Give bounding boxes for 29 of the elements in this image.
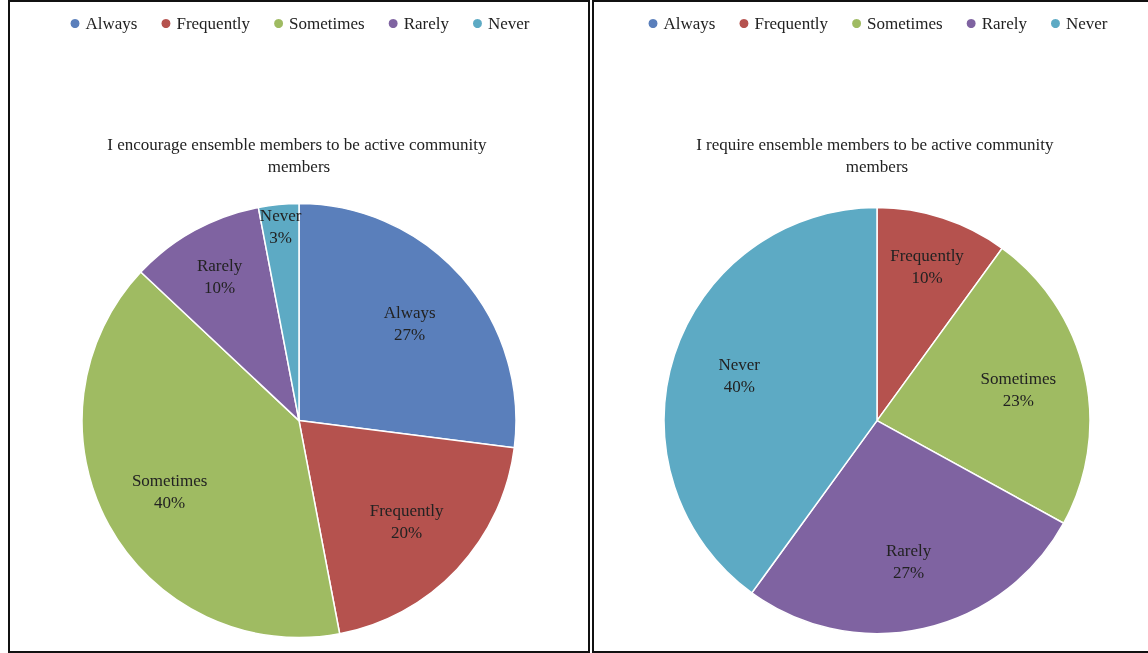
text: I require ensemble members to be active community members — [696, 134, 1058, 176]
slice-label: Frequently — [890, 246, 965, 266]
legend-label: Rarely — [981, 14, 1028, 33]
legend-label: Rarely — [403, 14, 450, 33]
slice-label: Frequently — [369, 501, 444, 521]
slice-label: Sometimes — [131, 471, 208, 491]
legend-label: Always — [85, 14, 138, 33]
slice-label: Always — [383, 302, 436, 322]
data-label: 3% — [269, 227, 292, 247]
data-label: 23% — [1002, 390, 1034, 410]
data-label: 20% — [390, 523, 423, 543]
data-label: 27% — [394, 324, 426, 344]
legend-label: Sometimes — [867, 14, 943, 33]
data-label: 10% — [911, 268, 943, 288]
legend-label: Never — [1065, 14, 1108, 33]
data-label: 10% — [203, 277, 236, 297]
slice-label: Rarely — [885, 541, 932, 561]
data-label: 27% — [893, 563, 925, 583]
legend-label: Frequently — [754, 14, 829, 33]
legend-label: Always — [663, 14, 716, 33]
legend-label: Sometimes — [289, 14, 365, 33]
slice-label: Sometimes — [980, 368, 1057, 388]
data-label: 40% — [723, 377, 755, 397]
legend-label: Never — [487, 14, 530, 33]
text: I encourage ensemble members to be active community members — [107, 134, 491, 176]
legend-label: Frequently — [176, 14, 251, 33]
slice-label: Never — [718, 355, 761, 375]
slice-label: Rarely — [196, 255, 243, 275]
data-label: 40% — [154, 493, 186, 513]
